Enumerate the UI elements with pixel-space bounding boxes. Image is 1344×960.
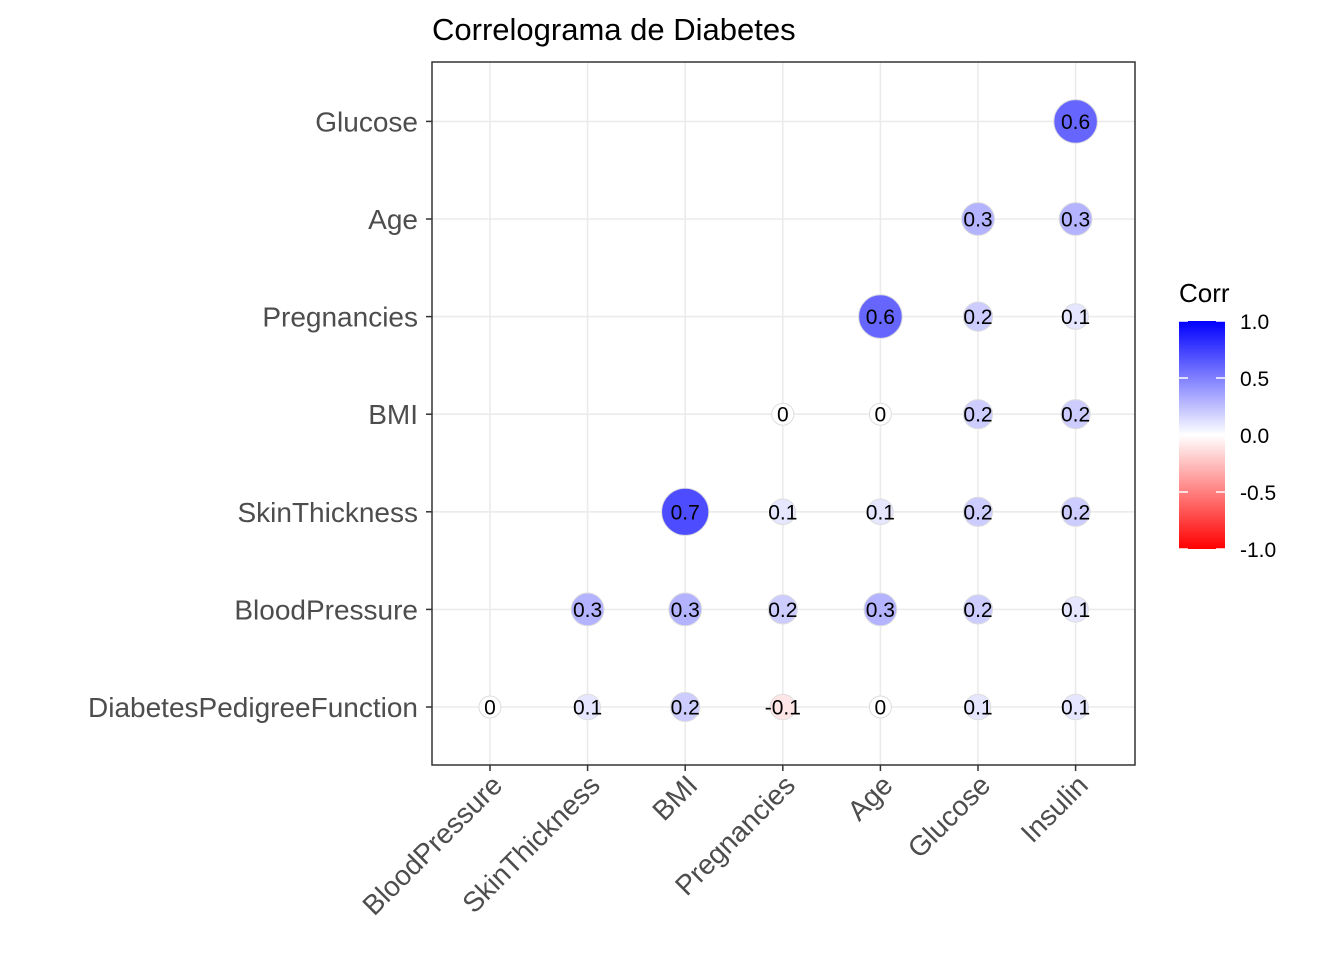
correlation-label: 0.2	[963, 501, 992, 524]
correlation-label: 0.1	[573, 697, 602, 720]
correlation-circle	[868, 402, 892, 426]
y-tick-label: BMI	[368, 399, 418, 430]
correlation-label: 0.3	[866, 599, 895, 622]
x-tick-label: Glucose	[902, 769, 997, 864]
correlation-circle	[964, 693, 992, 721]
correlation-label: 0.1	[963, 697, 992, 720]
correlation-label: 0.2	[963, 599, 992, 622]
correlation-label: 0.2	[1061, 501, 1090, 524]
y-tick-label: Pregnancies	[262, 302, 418, 333]
correlation-label: 0.3	[1061, 209, 1090, 232]
correlation-circle	[1062, 303, 1089, 330]
legend: Corr 1.0 0.5 0.0 -0.5 -1.0	[1179, 278, 1276, 562]
correlation-label: 0.2	[1061, 404, 1090, 427]
correlation-circle	[670, 691, 701, 723]
correlation-label: 0.3	[963, 209, 992, 232]
correlation-circle	[863, 592, 898, 627]
correlation-label: 0	[484, 697, 496, 720]
correlation-circle	[962, 594, 994, 625]
correlation-circle	[961, 202, 995, 236]
correlation-circle	[661, 487, 710, 536]
correlation-circle	[478, 695, 502, 719]
correlation-cells: 0 0.1 0.2 -0.1 0 0.1 0.1 0.3 0.3 0.2 0.3 0.2 0.1 0.7 0…	[478, 99, 1098, 723]
correlation-label: 0.1	[1061, 306, 1090, 329]
y-tick-label: SkinThickness	[237, 497, 418, 528]
correlation-label: 0.2	[768, 599, 797, 622]
correlation-circle	[570, 592, 605, 627]
correlation-circle	[1053, 99, 1098, 144]
legend-tick-label: 0.0	[1240, 425, 1269, 448]
legend-tick-label: -0.5	[1240, 482, 1276, 505]
correlation-label: 0.1	[1061, 697, 1090, 720]
correlation-circle	[1060, 399, 1091, 430]
correlation-circle	[769, 693, 797, 721]
correlation-circle	[868, 695, 892, 719]
correlation-circle	[767, 594, 798, 625]
y-axis: DiabetesPedigreeFunction BloodPressure Ski…	[88, 106, 432, 723]
correlation-label: 0.3	[573, 599, 602, 622]
correlation-circle	[668, 592, 703, 627]
y-tick-label: BloodPressure	[234, 594, 418, 625]
correlation-circle	[1062, 693, 1089, 721]
correlation-circle	[1058, 202, 1093, 236]
correlation-label: 0.6	[866, 306, 895, 329]
correlation-circle	[769, 498, 797, 526]
legend-ticks: 1.0 0.5 0.0 -0.5 -1.0	[1179, 311, 1276, 562]
legend-tick-label: -1.0	[1240, 539, 1276, 562]
correlation-label: 0	[875, 697, 887, 720]
correlation-label: 0.7	[671, 501, 700, 524]
correlation-circle	[867, 498, 894, 526]
y-tick-label: Age	[368, 204, 418, 235]
correlation-circle	[1062, 596, 1089, 623]
x-tick-label: BMI	[646, 769, 703, 826]
correlation-circle	[962, 399, 994, 430]
correlation-label: 0	[875, 404, 887, 427]
correlation-label: 0	[777, 404, 789, 427]
legend-title: Corr	[1179, 278, 1230, 308]
correlation-label: 0.2	[963, 306, 992, 329]
correlation-circle	[771, 402, 795, 426]
y-tick-label: Glucose	[315, 106, 418, 137]
correlation-label: 0.2	[671, 697, 700, 720]
correlation-label: 0.1	[1061, 599, 1090, 622]
legend-tick-label: 0.5	[1240, 368, 1269, 391]
correlation-label: 0.1	[768, 501, 797, 524]
correlation-circle	[574, 693, 601, 721]
correlation-label: 0.1	[866, 501, 895, 524]
correlation-label: 0.3	[671, 599, 700, 622]
correlation-label: 0.2	[963, 404, 992, 427]
correlation-label: -0.1	[765, 697, 801, 720]
x-tick-label: Age	[841, 769, 898, 826]
correlation-label: 0.6	[1061, 111, 1090, 134]
y-tick-label: DiabetesPedigreeFunction	[88, 692, 418, 723]
correlation-circle	[858, 294, 903, 339]
plot-border	[431, 61, 1136, 766]
correlation-circle	[962, 301, 994, 332]
correlation-circle	[962, 496, 994, 527]
legend-tick-label: 1.0	[1240, 311, 1269, 334]
x-tick-label: Insulin	[1015, 769, 1094, 848]
chart-title: Correlograma de Diabetes	[432, 12, 796, 47]
correlation-circle	[1060, 496, 1091, 527]
